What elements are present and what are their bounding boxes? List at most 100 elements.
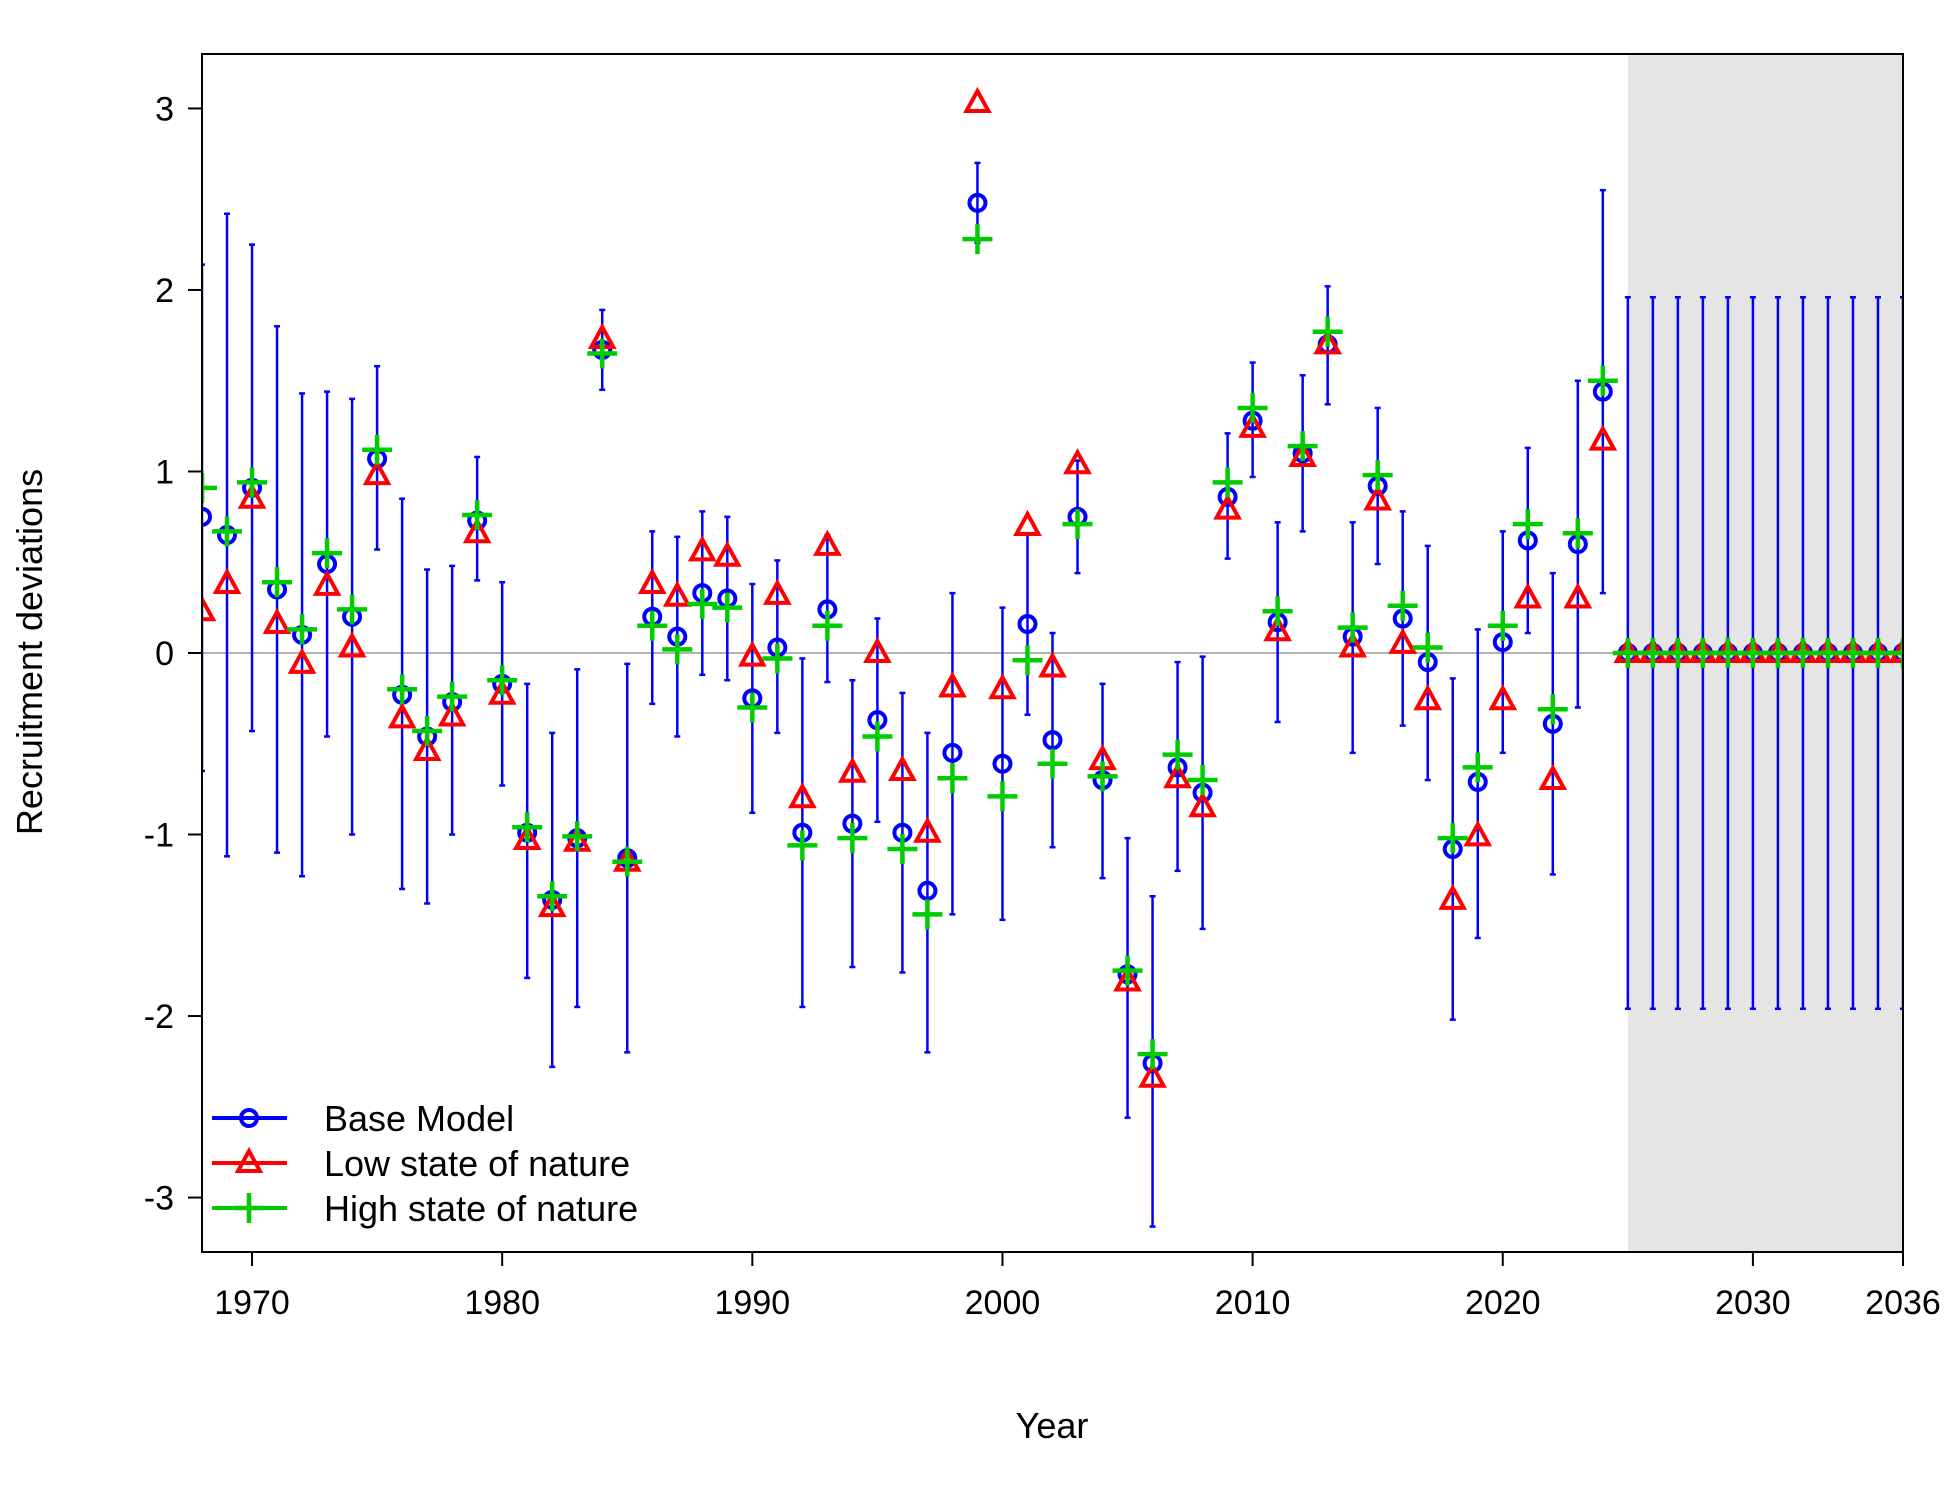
- y-tick-label: 0: [155, 635, 174, 673]
- point-low-state: [1188, 791, 1217, 818]
- point-low-state: [1063, 448, 1092, 475]
- point-high-state: [1387, 590, 1418, 621]
- point-high-state: [1687, 638, 1718, 668]
- point-low-state: [1313, 328, 1343, 355]
- point-base-model: [1042, 730, 1063, 751]
- point-high-state: [1062, 509, 1093, 540]
- point-low-state: [762, 578, 792, 605]
- point-low-state: [212, 567, 242, 595]
- legend-label: High state of nature: [324, 1188, 638, 1229]
- point-high-state: [1462, 752, 1493, 783]
- point-low-state: [1488, 684, 1518, 711]
- y-axis-title: Recruitment deviations: [9, 469, 50, 835]
- point-low-state: [737, 640, 767, 667]
- point-high-state: [437, 681, 468, 712]
- point-base-model: [992, 753, 1013, 774]
- point-low-state: [337, 631, 367, 658]
- point-high-state: [1512, 509, 1543, 540]
- x-tick-label: 1970: [214, 1284, 290, 1322]
- point-high-state: [562, 821, 593, 852]
- point-high-state: [1237, 392, 1268, 423]
- x-tick-label: 2020: [1465, 1284, 1541, 1322]
- point-low-state: [537, 890, 567, 918]
- x-tick-label: 2010: [1215, 1284, 1291, 1322]
- point-high-state: [737, 692, 768, 723]
- point-high-state: [462, 500, 493, 531]
- point-high-state: [487, 665, 518, 696]
- point-low-state: [437, 700, 467, 727]
- point-low-state: [963, 86, 992, 114]
- point-high-state: [287, 614, 318, 645]
- point-low-state: [1013, 509, 1042, 536]
- x-tick-label: 2036: [1865, 1284, 1941, 1322]
- point-high-state: [1837, 638, 1868, 668]
- point-low-state: [287, 647, 317, 674]
- x-axis: 1970 1980 1990 2000 2010 2020 2030 2036: [214, 1251, 1941, 1322]
- point-high-state: [1612, 638, 1643, 668]
- point-high-state: [1087, 761, 1118, 792]
- point-high-state: [1762, 638, 1793, 668]
- point-low-state: [1413, 684, 1443, 711]
- point-low-state: [812, 529, 842, 556]
- x-tick-label: 2000: [965, 1284, 1041, 1322]
- point-high-state: [212, 516, 243, 547]
- point-low-state: [1388, 627, 1418, 654]
- point-high-state: [262, 567, 293, 598]
- point-base-model: [917, 880, 938, 901]
- x-tick-label: 2030: [1715, 1284, 1791, 1322]
- point-low-state: [787, 782, 817, 809]
- point-low-state: [512, 823, 542, 850]
- y-tick-label: -2: [144, 998, 174, 1036]
- point-high-state: [687, 588, 718, 619]
- point-low-state: [262, 607, 292, 634]
- point-low-state: [1538, 763, 1568, 791]
- point-high-state: [837, 823, 868, 854]
- legend-marker: [234, 1146, 264, 1173]
- point-high-state: [662, 634, 693, 665]
- point-high-state: [1212, 467, 1243, 498]
- point-base-model: [942, 742, 963, 763]
- point-high-state: [1812, 638, 1843, 668]
- point-low-state: [1163, 762, 1192, 789]
- point-high-state: [1112, 955, 1143, 986]
- point-low-state: [1338, 631, 1368, 658]
- point-high-state: [1312, 316, 1343, 347]
- point-low-state: [662, 580, 692, 607]
- point-low-state: [1588, 424, 1618, 451]
- point-low-state: [1563, 582, 1593, 609]
- point-high-state: [812, 610, 843, 641]
- point-low-state: [712, 540, 742, 567]
- point-high-state: [1487, 610, 1518, 641]
- point-high-state: [1037, 748, 1068, 779]
- y-tick-label: -3: [144, 1180, 174, 1218]
- point-low-state: [637, 567, 667, 595]
- point-high-state: [987, 781, 1018, 812]
- point-high-state: [862, 721, 893, 752]
- point-low-state: [1513, 582, 1543, 609]
- point-high-state: [1737, 638, 1768, 668]
- point-high-state: [612, 846, 643, 877]
- point-high-state: [1412, 632, 1443, 663]
- legend-label: Base Model: [324, 1098, 514, 1139]
- legend-label: Low state of nature: [324, 1143, 630, 1184]
- point-low-state: [1213, 493, 1242, 520]
- point-low-state: [687, 535, 717, 562]
- point-low-state: [1138, 1061, 1167, 1088]
- point-high-state: [537, 881, 568, 912]
- point-high-state: [962, 224, 993, 255]
- point-high-state: [512, 812, 543, 843]
- y-axis: -3 -2 -1 0 1 2 3: [144, 90, 202, 1218]
- point-base-model: [1017, 613, 1038, 634]
- point-high-state: [637, 610, 668, 641]
- point-high-state: [1862, 638, 1893, 668]
- point-low-state: [387, 702, 417, 729]
- point-low-state: [462, 517, 492, 544]
- point-high-state: [337, 594, 368, 625]
- point-high-state: [387, 674, 418, 705]
- y-tick-label: -1: [144, 817, 174, 855]
- point-high-state: [1662, 638, 1693, 668]
- point-low-state: [863, 636, 892, 663]
- point-high-state: [1562, 518, 1593, 549]
